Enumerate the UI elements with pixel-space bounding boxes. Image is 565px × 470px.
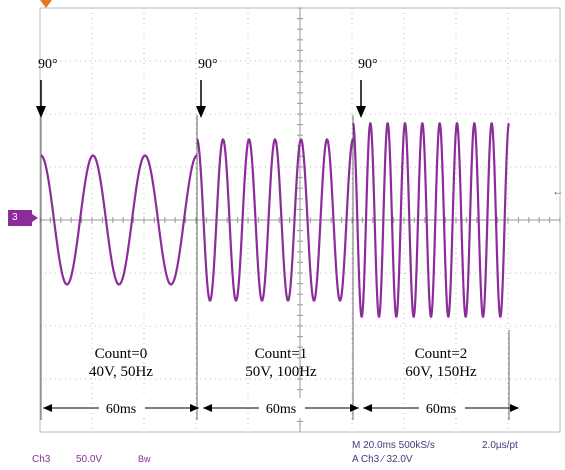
waveform-segment-0 <box>40 154 198 286</box>
phase-arrow-3 <box>356 80 366 118</box>
segment-spec-0: 40V, 50Hz <box>89 364 153 380</box>
annotations: 90° 90° 90° Count=0 40V, 50Hz Count=1 50… <box>36 57 519 418</box>
duration-label-2: 60ms <box>426 402 456 417</box>
status-channel: Ch3 <box>32 454 51 465</box>
phase-label-1: 90° <box>38 57 58 72</box>
duration-label-0: 60ms <box>106 402 136 417</box>
status-bandwidth: Bw <box>138 454 151 464</box>
waveform-segment-2 <box>352 121 510 319</box>
trigger-level-arrow-icon: ← <box>552 184 564 198</box>
status-bar: Ch3 50.0V Bw M 20.0ms 500kS/s 2.0µs/pt A… <box>0 436 565 470</box>
segment-count-1: Count=1 <box>255 346 308 362</box>
segment-count-2: Count=2 <box>415 346 468 362</box>
channel-ground-marker: 3 <box>8 210 38 226</box>
status-timebase: M 20.0ms 500kS/s <box>352 440 435 451</box>
phase-label-2: 90° <box>198 57 218 72</box>
duration-label-1: 60ms <box>266 402 296 417</box>
phase-label-3: 90° <box>358 57 378 72</box>
status-scale: 50.0V <box>76 454 103 465</box>
waveform-segment-1 <box>196 138 354 302</box>
phase-arrow-2 <box>196 80 206 118</box>
segment-spec-2: 60V, 150Hz <box>405 364 477 380</box>
graticule <box>39 7 561 433</box>
segment-dividers <box>40 115 510 420</box>
trigger-position-marker <box>40 0 52 8</box>
status-resolution: 2.0µs/pt <box>482 440 518 451</box>
waveform-trace <box>40 121 510 319</box>
status-trigger: A Ch3 ⁄ 32.0V <box>352 454 413 465</box>
segment-spec-1: 50V, 100Hz <box>245 364 317 380</box>
channel-marker-label: 3 <box>12 212 18 223</box>
segment-count-0: Count=0 <box>95 346 148 362</box>
phase-arrow-1 <box>36 80 46 118</box>
